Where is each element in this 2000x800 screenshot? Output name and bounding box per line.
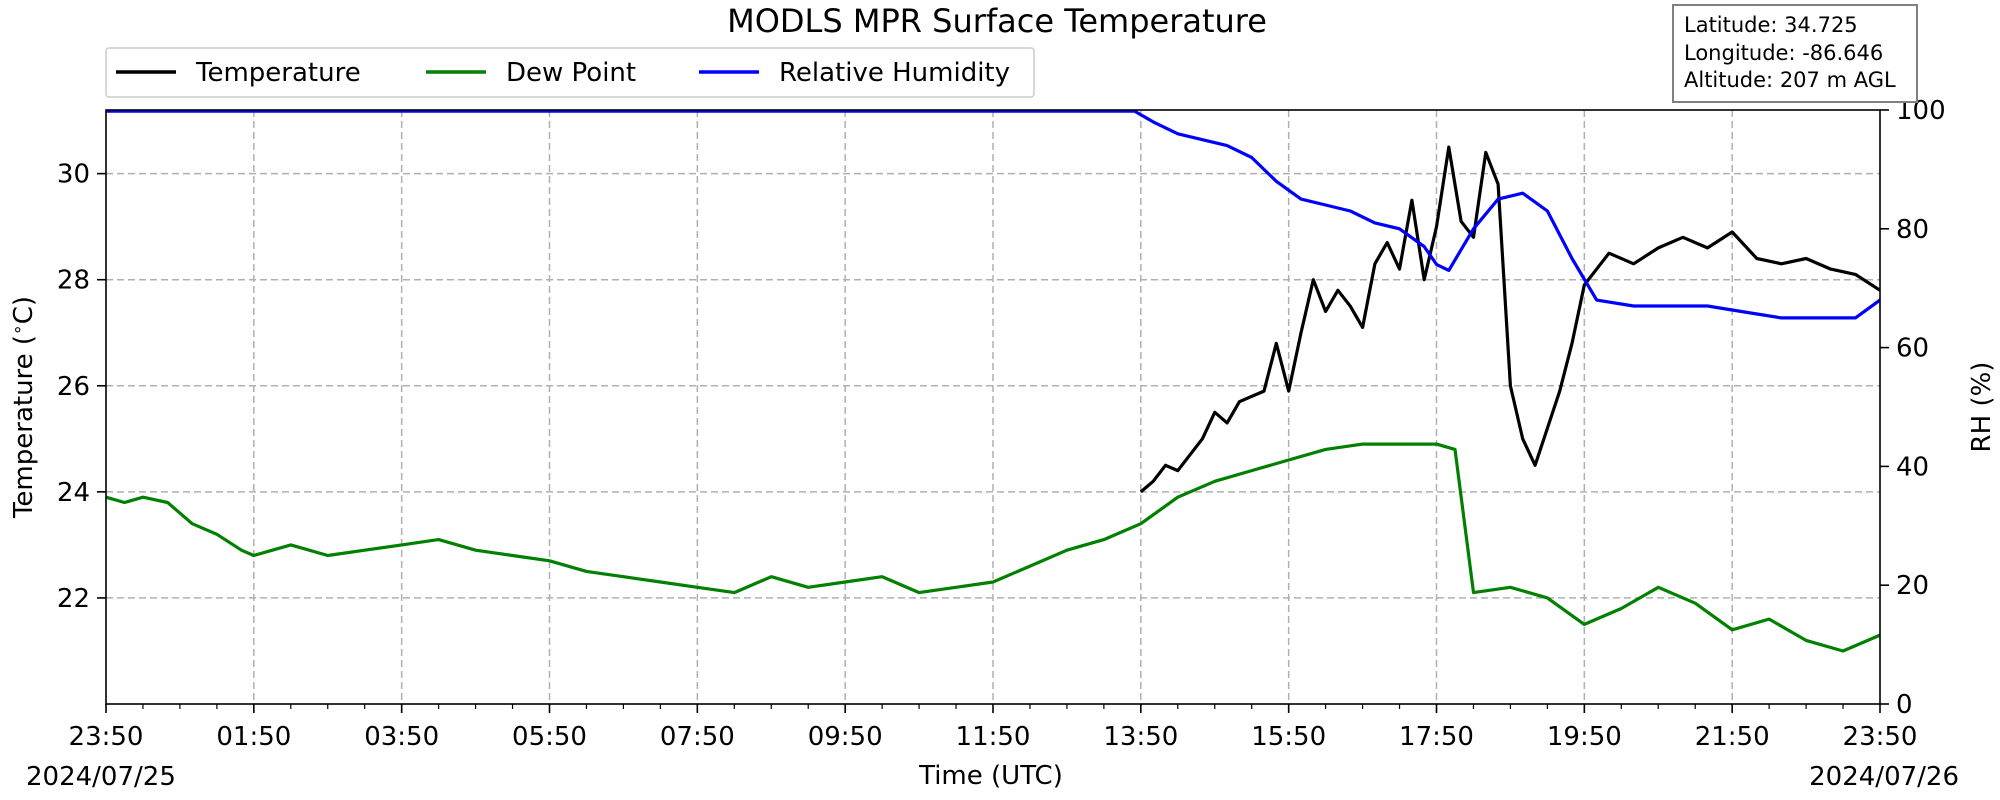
- x-tick-label: 03:50: [364, 722, 439, 752]
- series-line-temperature: [1139, 145, 1881, 494]
- x-tick-label: 09:50: [808, 722, 883, 752]
- y-right-axis-label: RH (%): [1967, 362, 1997, 453]
- y-left-axis-unit: C): [9, 296, 39, 324]
- y-left-tick-label: 28: [57, 266, 90, 296]
- x-tick-label: 15:50: [1251, 722, 1326, 752]
- x-tick-label: 21:50: [1695, 722, 1770, 752]
- x-tick-label: 11:50: [956, 722, 1031, 752]
- x-axis-ticks: 23:50 01:50 03:50 05:50 07:50 09:50 11:50 13:50…: [69, 704, 1918, 752]
- y-right-tick-label: 60: [1896, 334, 1929, 364]
- legend: Temperature Dew Point Relative Humidity: [105, 47, 1035, 98]
- legend-label-temperature: Temperature: [195, 58, 361, 88]
- x-axis-date-end: 2024/07/26: [1809, 762, 1959, 792]
- y-right-tick-label: 20: [1896, 571, 1929, 601]
- series-line-relative-humidity: [106, 109, 1881, 320]
- y-left-tick-label: 30: [57, 160, 90, 190]
- x-axis-date-start: 2024/07/25: [26, 762, 176, 792]
- x-tick-label: 17:50: [1399, 722, 1474, 752]
- info-longitude: Longitude: -86.646: [1684, 41, 1883, 65]
- x-tick-label: 19:50: [1547, 722, 1622, 752]
- series-group: [105, 109, 1881, 653]
- x-axis-label: Time (UTC): [918, 761, 1063, 791]
- chart-title: MODLS MPR Surface Temperature: [727, 2, 1267, 40]
- info-box-frame: [1672, 4, 1918, 103]
- legend-label-dew-point: Dew Point: [506, 58, 636, 88]
- legend-label-relative-humidity: Relative Humidity: [779, 58, 1010, 88]
- y-left-axis-degree: ∘: [8, 324, 28, 335]
- location-info-box: Latitude: 34.725 Longitude: -86.646 Alti…: [1672, 4, 1918, 103]
- y-left-tick-label: 26: [57, 372, 90, 402]
- legend-box: [105, 47, 1035, 98]
- y-left-axis-label-text: Temperature (: [9, 335, 39, 519]
- series-line-dew-point: [105, 442, 1881, 653]
- info-altitude: Altitude: 207 m AGL: [1684, 68, 1896, 92]
- y-left-axis-ticks: 22 24 26 28 30: [57, 160, 106, 614]
- x-tick-label: 05:50: [512, 722, 587, 752]
- y-left-tick-label: 22: [57, 584, 90, 614]
- x-tick-label: 01:50: [216, 722, 291, 752]
- x-tick-label: 23:50: [69, 722, 144, 752]
- y-right-tick-label: 80: [1896, 215, 1929, 245]
- grid-lines: [106, 110, 1880, 704]
- x-tick-label: 07:50: [660, 722, 735, 752]
- y-left-tick-label: 24: [57, 478, 90, 508]
- y-right-tick-label: 0: [1896, 690, 1913, 720]
- x-tick-label: 23:50: [1843, 722, 1918, 752]
- x-tick-label: 13:50: [1103, 722, 1178, 752]
- info-latitude: Latitude: 34.725: [1684, 13, 1858, 37]
- y-left-axis-label: Temperature (∘C): [8, 296, 39, 519]
- y-right-tick-label: 40: [1896, 452, 1929, 482]
